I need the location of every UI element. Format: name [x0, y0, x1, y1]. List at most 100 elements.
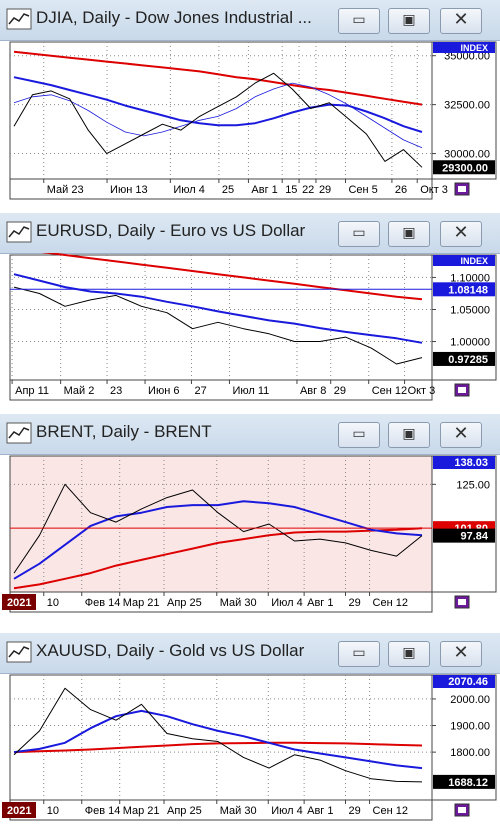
x-tick-label: 29: [319, 184, 331, 196]
chart-window-eurusd: EURUSD, Daily - Euro vs US Dollar ▭ ▣ ✕ …: [0, 213, 500, 406]
x-tick-label: Окт 3: [408, 385, 436, 397]
chart-window-brent: BRENT, Daily - BRENT ▭ ▣ ✕ 125.00 10 Фев 1…: [0, 414, 500, 618]
window-title: BRENT, Daily - BRENT: [36, 422, 212, 441]
current-price-label: 97.84: [460, 531, 488, 543]
corner-label: INDEX: [460, 43, 488, 53]
chart-icon: [6, 641, 32, 663]
minimize-button[interactable]: ▭: [338, 221, 380, 247]
x-tick-label: Май 30: [220, 597, 257, 609]
y-tick-label: 32500.00: [444, 100, 490, 112]
maximize-button[interactable]: ▣: [388, 221, 430, 247]
current-price-badge: [433, 160, 495, 175]
series-line-3: [13, 72, 423, 168]
x-tick-label: Июл 4: [271, 805, 303, 817]
series-line-0: [13, 50, 423, 106]
x-tick-label: 15: [285, 184, 297, 196]
level-badge: [433, 282, 495, 297]
x-tick-label: Авг 1: [251, 184, 277, 196]
year-label: 2021: [7, 805, 31, 817]
maximize-button[interactable]: ▣: [388, 422, 430, 448]
current-price-label: 29300.00: [442, 162, 488, 174]
y-tick-label: 2000.00: [450, 694, 490, 706]
close-button[interactable]: ✕: [440, 641, 482, 667]
top-price-badge: [433, 675, 495, 688]
chart-window-djia: DJIA, Daily - Dow Jones Industrial ... ▭…: [0, 0, 500, 205]
window-titlebar[interactable]: BRENT, Daily - BRENT ▭ ▣ ✕: [0, 414, 500, 455]
x-tick-label: Фев 14: [85, 597, 121, 609]
year-label: 2021: [7, 597, 31, 609]
current-price-badge: [433, 351, 495, 366]
maximize-button[interactable]: ▣: [388, 641, 430, 667]
series-line-1: [13, 273, 423, 344]
window-title: EURUSD, Daily - Euro vs US Dollar: [36, 221, 306, 240]
window-title: DJIA, Daily - Dow Jones Industrial ...: [36, 8, 312, 27]
chart-icon: [6, 8, 32, 30]
minimize-button[interactable]: ▭: [338, 8, 380, 34]
chart-window-xauusd: XAUUSD, Daily - Gold vs US Dollar ▭ ▣ ✕ …: [0, 633, 500, 826]
series-line-0: [13, 527, 423, 590]
price-axis: [431, 41, 497, 180]
y-tick-label: 125.00: [456, 479, 490, 491]
year-badge: [2, 594, 36, 610]
x-tick-label: 27: [194, 385, 206, 397]
corner-label: INDEX: [460, 256, 488, 266]
series-line-1: [13, 76, 423, 133]
series-line-0: [13, 741, 423, 754]
minimize-button[interactable]: ▭: [338, 641, 380, 667]
x-tick-label: 25: [222, 184, 234, 196]
x-tick-label: 23: [110, 385, 122, 397]
x-tick-label: Апр 11: [15, 385, 49, 397]
level-label: 1.08148: [448, 284, 488, 296]
x-tick-label: Сен 12: [372, 385, 407, 397]
x-tick-label: 10: [47, 805, 59, 817]
x-tick-label: Май 23: [47, 184, 84, 196]
x-tick-label: Окт 3: [420, 184, 448, 196]
x-tick-label: Июн 13: [110, 184, 148, 196]
window-title: XAUUSD, Daily - Gold vs US Dollar: [36, 641, 305, 660]
x-tick-label: Июл 11: [232, 385, 269, 397]
current-price-label: 1688.12: [448, 777, 488, 789]
plot-area: [9, 254, 433, 381]
x-tick-label: Мар 21: [123, 597, 160, 609]
djia-chart[interactable]: 35000.00 32500.00 30000.00 Май 23 Июн 13 Июл …: [0, 40, 500, 205]
x-tick-label: Авг 1: [307, 597, 333, 609]
window-titlebar[interactable]: XAUUSD, Daily - Gold vs US Dollar ▭ ▣ ✕: [0, 633, 500, 674]
series-line-0: [41, 253, 423, 301]
series-line-2: [13, 286, 423, 365]
minimize-button[interactable]: ▭: [338, 422, 380, 448]
y-tick-label: 35000.00: [444, 51, 490, 63]
x-tick-label: 26: [395, 184, 407, 196]
eurusd-chart[interactable]: 1.10000 1.05000 1.00000 Апр 11 Май 2 23 Июн 6 2…: [0, 253, 500, 406]
maximize-button[interactable]: ▣: [388, 8, 430, 34]
xauusd-chart[interactable]: 2000.00 1900.00 1800.00 10 Фев 14 Мар 21 Апр 2…: [0, 673, 500, 826]
window-titlebar[interactable]: DJIA, Daily - Dow Jones Industrial ... ▭…: [0, 0, 500, 41]
window-titlebar[interactable]: EURUSD, Daily - Euro vs US Dollar ▭ ▣ ✕: [0, 213, 500, 254]
y-tick-label: 1.10000: [450, 272, 490, 284]
brent-chart[interactable]: 125.00 10 Фев 14 Мар 21 Апр 25 Май 30 Июл 4 Авг…: [0, 454, 500, 618]
time-axis: [9, 379, 433, 401]
y-tick-label: 30000.00: [444, 149, 490, 161]
x-tick-label: 29: [348, 597, 360, 609]
current-price-badge: [433, 528, 495, 543]
y-tick-label: 1.00000: [450, 337, 490, 349]
series-line-2: [13, 483, 423, 574]
close-button[interactable]: ✕: [440, 221, 482, 247]
x-tick-label: Июл 4: [173, 184, 205, 196]
series-line-1: [13, 709, 423, 770]
chart-icon: [6, 422, 32, 444]
close-button[interactable]: ✕: [440, 422, 482, 448]
x-tick-label: Май 30: [220, 805, 257, 817]
scroll-end-icon: [458, 186, 466, 192]
y-tick-label: 1.05000: [450, 304, 490, 316]
top-price-label: 2070.46: [448, 676, 488, 688]
plot-area: [9, 41, 433, 180]
close-button[interactable]: ✕: [440, 8, 482, 34]
series-line-2: [13, 82, 423, 149]
x-tick-label: Авг 1: [307, 805, 333, 817]
x-tick-label: Май 2: [64, 385, 95, 397]
x-tick-label: 22: [302, 184, 314, 196]
current-price-label: 0.97285: [448, 354, 488, 366]
x-tick-label: Июл 4: [271, 597, 303, 609]
corner-badge: [433, 255, 495, 266]
y-tick-label: 1900.00: [450, 721, 490, 733]
